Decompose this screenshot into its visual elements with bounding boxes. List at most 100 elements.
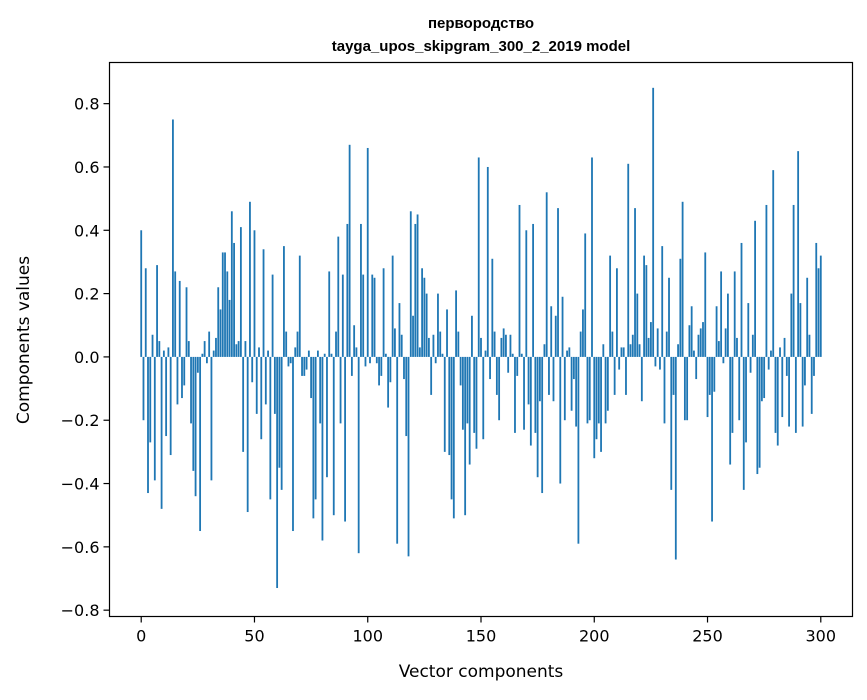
bar (450, 356, 453, 500)
bar (620, 347, 623, 357)
bar (699, 328, 702, 357)
bar (335, 331, 337, 357)
bar (371, 274, 374, 357)
bar (210, 356, 213, 481)
bar (276, 356, 279, 589)
bar (317, 350, 319, 357)
bar (799, 303, 802, 357)
bar (425, 293, 428, 357)
bar (242, 356, 245, 452)
bar (477, 157, 480, 357)
bar (149, 356, 152, 443)
bar (461, 356, 464, 430)
bar (255, 356, 258, 414)
bar (649, 322, 652, 357)
y-tick-label: 0.8 (74, 95, 99, 114)
bar (459, 356, 462, 386)
bar (147, 356, 149, 494)
bar (389, 356, 392, 383)
bar (387, 356, 390, 408)
bar (326, 356, 328, 478)
bar (357, 356, 360, 554)
bar (430, 356, 433, 395)
bar (745, 356, 747, 443)
bar (285, 331, 288, 357)
bar (244, 341, 247, 357)
bar (271, 274, 274, 357)
bar (412, 315, 414, 357)
bar (509, 334, 512, 357)
bar (792, 204, 795, 357)
x-tick-label: 250 (692, 627, 723, 646)
bar (715, 306, 718, 357)
bar (561, 296, 564, 357)
bar (514, 356, 516, 433)
bar (403, 356, 405, 380)
y-tick-label: −0.2 (61, 411, 100, 430)
bar (659, 356, 661, 370)
bar (765, 204, 768, 357)
x-tick-label: 200 (579, 627, 610, 646)
bar (625, 356, 627, 395)
bar (253, 230, 256, 357)
y-tick-label: 0.0 (74, 348, 99, 367)
bar (364, 356, 367, 367)
x-tick-label: 100 (352, 627, 383, 646)
bar (611, 331, 614, 357)
bar (511, 353, 514, 357)
bar (382, 268, 385, 357)
y-tick-label: 0.6 (74, 158, 99, 177)
bar (783, 337, 786, 357)
bar (613, 356, 616, 395)
bar (767, 356, 770, 370)
bar (704, 252, 707, 357)
bar (697, 334, 700, 357)
bar (199, 356, 202, 532)
bar (566, 350, 568, 357)
bar (269, 356, 272, 500)
bar (724, 328, 727, 357)
bar (237, 341, 240, 357)
bar (559, 356, 562, 484)
bar (686, 356, 689, 421)
bar (618, 356, 621, 370)
bar (457, 331, 460, 357)
bar (604, 356, 607, 424)
chart-subtitle: tayga_upos_skipgram_300_2_2019 model (332, 38, 631, 55)
bar (681, 201, 684, 357)
bar (493, 331, 496, 357)
bar (552, 356, 555, 402)
bar (595, 356, 598, 440)
plot-frame (108, 61, 854, 618)
y-axis-label: Components values (14, 256, 34, 424)
bar (665, 331, 668, 357)
bar (434, 356, 437, 364)
bars-group (140, 87, 822, 589)
bar (731, 356, 734, 433)
bar (239, 227, 242, 357)
bar (749, 356, 752, 373)
bar (206, 356, 208, 364)
bar (384, 353, 387, 357)
bar (273, 356, 276, 414)
bar (283, 246, 285, 357)
bar (602, 344, 605, 357)
bar (208, 331, 211, 357)
bar (217, 287, 220, 357)
bar (140, 230, 143, 357)
bar (484, 350, 487, 357)
bar (627, 163, 630, 357)
bar (518, 204, 521, 357)
bar (258, 347, 260, 357)
bar (647, 337, 650, 357)
bar (776, 356, 779, 446)
bar (464, 356, 467, 516)
bar (160, 356, 163, 509)
bar (369, 356, 371, 364)
bar (588, 356, 591, 421)
bar (507, 356, 510, 373)
bar (550, 306, 553, 357)
x-tick-label: 50 (244, 627, 264, 646)
bar (219, 309, 222, 357)
x-axis-label: Vector components (399, 662, 564, 682)
